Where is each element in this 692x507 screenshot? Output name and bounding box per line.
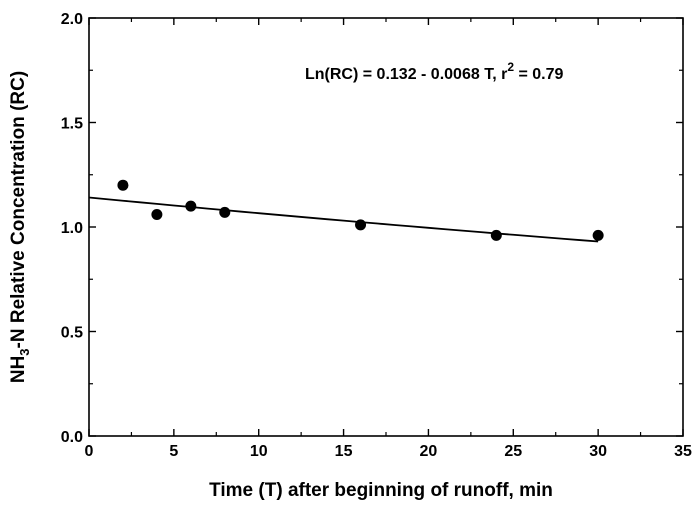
- x-tick-label: 15: [335, 443, 353, 460]
- x-tick-label: 30: [589, 443, 607, 460]
- data-point: [592, 229, 604, 241]
- y-tick-label: 0.0: [61, 429, 83, 446]
- annotation-tail: = 0.79: [514, 66, 563, 83]
- data-point: [151, 208, 163, 220]
- data-point: [355, 219, 367, 231]
- annotation-superscript: 2: [507, 60, 514, 74]
- x-tick-label: 20: [420, 443, 438, 460]
- data-point: [117, 179, 129, 191]
- x-tick-label: 35: [674, 443, 692, 460]
- y-axis-title-subscript: 3: [17, 348, 32, 355]
- regression-line-layer: [88, 196, 599, 243]
- y-axis-ticks: 0.0 0.5 1.0 1.5 2.0: [61, 11, 683, 446]
- annotation-main: Ln(RC) = 0.132 - 0.0068 T, r: [305, 66, 507, 83]
- data-point: [185, 200, 197, 212]
- y-tick-label: 1.0: [61, 220, 83, 237]
- data-point: [490, 229, 502, 241]
- x-axis-ticks: 0 5 10 15 20 25 30 35: [85, 18, 692, 460]
- data-point: [219, 206, 231, 218]
- y-axis-title-prefix: NH: [8, 356, 29, 383]
- y-axis-title-suffix: -N Relative Concentration (RC): [8, 71, 29, 349]
- y-axis-title: NH3-N Relative Concentration (RC): [8, 71, 32, 383]
- data-points-layer: [117, 179, 604, 241]
- regression-equation-annotation: Ln(RC) = 0.132 - 0.0068 T, r2 = 0.79: [305, 60, 563, 83]
- x-tick-label: 25: [504, 443, 522, 460]
- x-tick-label: 0: [85, 443, 94, 460]
- x-tick-label: 5: [169, 443, 178, 460]
- x-axis-title: Time (T) after beginning of runoff, min: [209, 480, 553, 501]
- y-tick-label: 0.5: [61, 325, 83, 342]
- y-tick-label: 1.5: [61, 116, 83, 133]
- regression-line: [88, 196, 599, 243]
- y-tick-label: 2.0: [61, 11, 83, 28]
- x-tick-label: 10: [250, 443, 268, 460]
